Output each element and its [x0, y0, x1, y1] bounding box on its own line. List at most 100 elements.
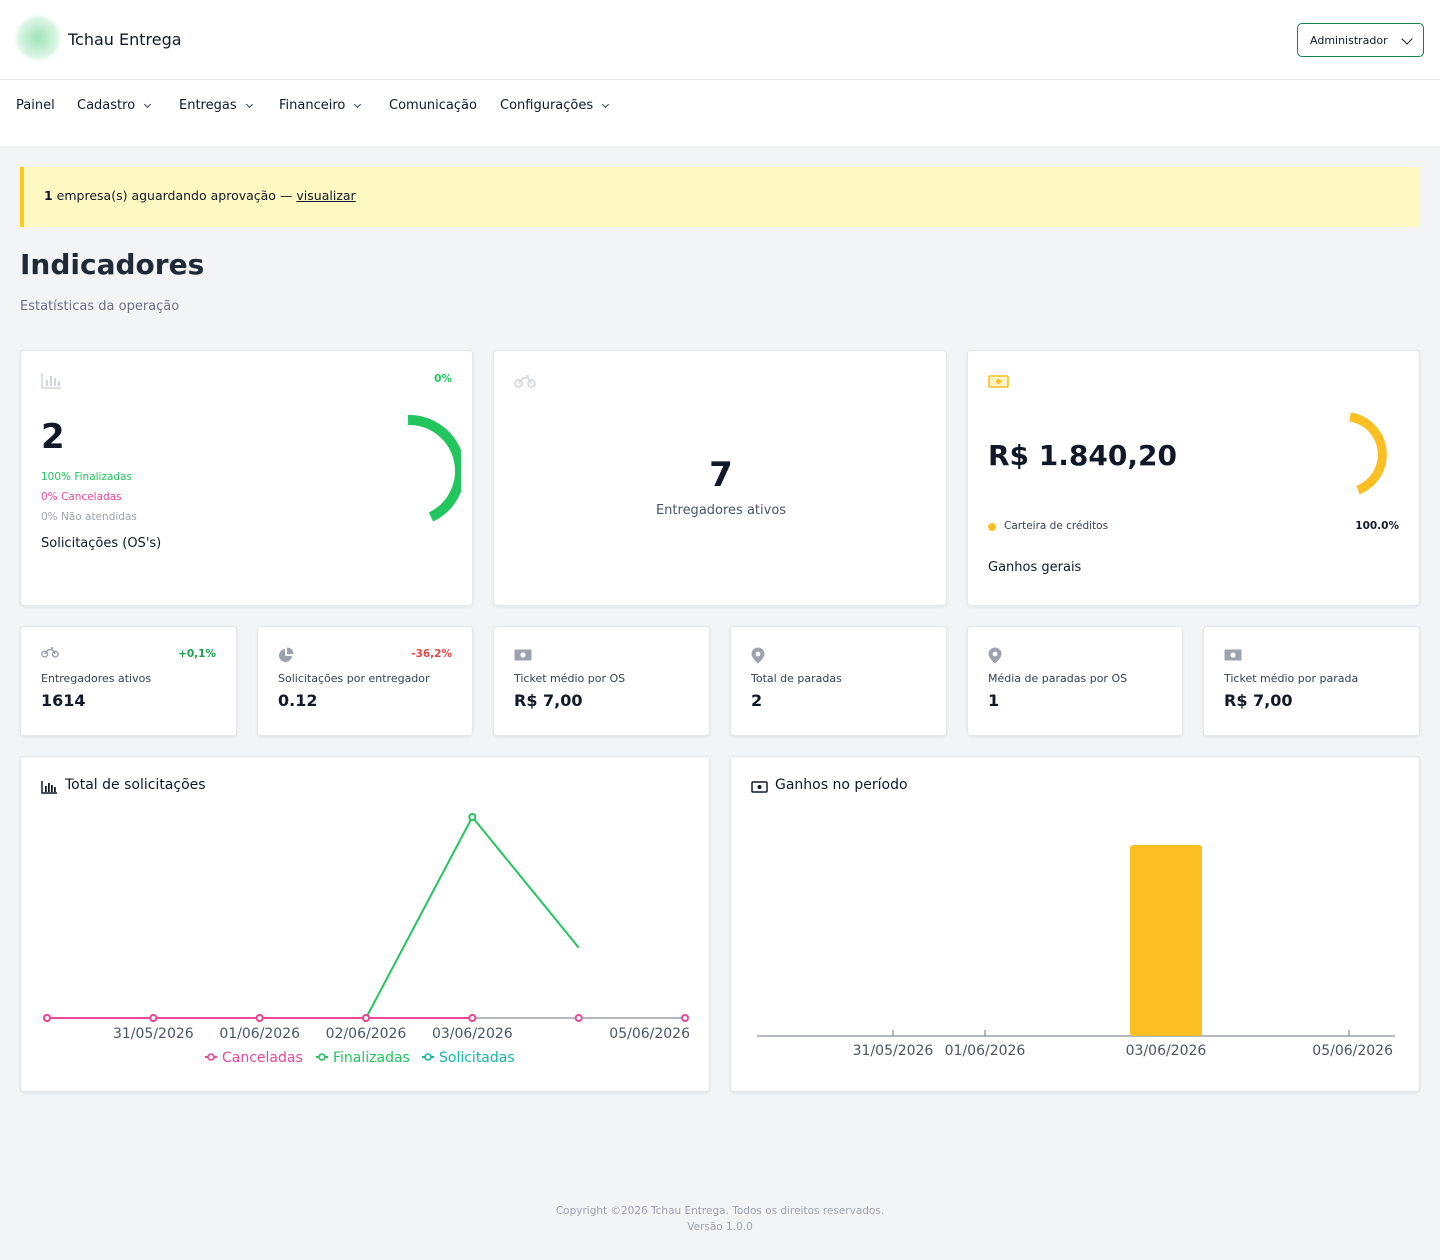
x-tick-label: 31/05/2026 — [853, 1043, 934, 1059]
requests-donut — [407, 414, 461, 522]
small-card-value: R$ 7,00 — [514, 691, 583, 710]
x-tick-label: 03/06/2026 — [1126, 1043, 1207, 1059]
earnings-legend-label: Carteira de créditos — [1004, 520, 1109, 532]
small-card-value: R$ 7,00 — [1224, 691, 1293, 710]
legend-marker — [207, 1053, 215, 1061]
nav-item-comunicacao[interactable]: Comunicação — [389, 98, 477, 113]
page-title: Indicadores — [20, 248, 205, 281]
chart-title: Ganhos no período — [775, 777, 908, 793]
legend-label: Solicitadas — [439, 1050, 515, 1066]
small-card-solicitacoes-por-entregador: -36,2% Solicitações por entregador 0.12 — [257, 626, 473, 736]
alert-message: empresa(s) aguardando aprovação — — [52, 188, 297, 203]
series-line-finalizadas — [47, 815, 580, 1019]
requests-finalizadas: 100% Finalizadas — [41, 471, 132, 483]
nav-label: Entregas — [179, 98, 237, 113]
x-tick-label: 05/06/2026 — [1312, 1043, 1393, 1059]
footer-copyright: Copyright ©2026 Tchau Entrega. Todos os … — [555, 1205, 885, 1217]
small-card-value: 2 — [751, 691, 763, 710]
couriers-value: 7 — [709, 455, 733, 495]
couriers-card: 7 Entregadores ativos — [493, 350, 947, 606]
small-card-label: Ticket médio por OS — [514, 672, 626, 685]
nav-item-cadastro[interactable]: Cadastro — [77, 98, 152, 113]
small-card-value: 1614 — [41, 691, 86, 710]
small-card-entregadores: +0,1% Entregadores ativos 1614 — [20, 626, 237, 736]
nav-item-financeiro[interactable]: Financeiro — [279, 98, 362, 113]
data-point — [255, 1014, 264, 1022]
pie-chart-icon — [279, 647, 294, 662]
cash-icon — [751, 781, 768, 793]
bar — [1130, 845, 1202, 1036]
data-point — [574, 1014, 583, 1022]
small-card-label: Média de paradas por OS — [988, 672, 1128, 685]
earnings-chart-card: Ganhos no período 31/05/2026 01/06/2026 03… — [730, 756, 1420, 1092]
small-card-media-paradas: Média de paradas por OS 1 — [967, 626, 1183, 736]
alert-count: 1 — [44, 188, 53, 203]
chevron-down-icon — [602, 100, 610, 108]
chevron-down-icon — [245, 100, 253, 108]
data-point — [149, 1014, 158, 1022]
small-card-value: 1 — [988, 691, 1000, 710]
earnings-card: R$ 1.840,20 Carteira de créditos 100.0% … — [967, 350, 1420, 606]
user-menu-button[interactable]: Administrador — [1297, 23, 1424, 57]
requests-nao-atendidas: 0% Não atendidas — [41, 511, 137, 523]
small-card-value: 0.12 — [278, 691, 318, 710]
x-tick-label: 01/06/2026 — [945, 1043, 1026, 1059]
small-card-label: Entregadores ativos — [41, 672, 152, 685]
footer-version: Versão 1.0.0 — [687, 1221, 753, 1233]
brand-logo[interactable] — [16, 16, 60, 60]
requests-card: 0% 2 100% Finalizadas 0% Canceladas 0% N… — [20, 350, 473, 606]
alert-text: 1 empresa(s) aguardando aprovação — visu… — [44, 188, 356, 203]
requests-value: 2 — [41, 417, 65, 457]
top-header: Tchau Entrega Administrador — [0, 0, 1440, 80]
data-point — [468, 813, 477, 821]
nav-item-configuracoes[interactable]: Configurações — [500, 98, 610, 113]
chevron-down-icon — [144, 100, 152, 108]
nav-item-painel[interactable]: Painel — [16, 98, 55, 113]
nav-label: Configurações — [500, 98, 594, 113]
alert-view-link[interactable]: visualizar — [296, 188, 356, 203]
small-card-ticket-medio-os: Ticket médio por OS R$ 7,00 — [493, 626, 710, 736]
x-tick-label: 05/06/2026 — [609, 1026, 690, 1042]
small-card-ticket-medio-parada: Ticket médio por parada R$ 7,00 — [1203, 626, 1420, 736]
data-point — [468, 1014, 477, 1022]
data-point — [362, 1014, 370, 1022]
cash-icon — [1224, 649, 1242, 661]
requests-delta: 0% — [434, 373, 452, 385]
map-pin-icon — [988, 647, 1002, 664]
bar-chart-icon — [41, 373, 61, 389]
pending-approval-alert: 1 empresa(s) aguardando aprovação — visu… — [20, 167, 1420, 227]
earnings-legend-percent: 100.0% — [1355, 520, 1399, 532]
earnings-donut — [1349, 412, 1387, 495]
chart-title: Total de solicitações — [65, 777, 206, 793]
earnings-label: Ganhos gerais — [988, 560, 1082, 575]
brand-name[interactable]: Tchau Entrega — [68, 30, 182, 49]
couriers-label: Entregadores ativos — [655, 503, 787, 518]
bar-chart-icon — [41, 781, 57, 794]
nav-label: Painel — [16, 98, 55, 113]
legend-label: Finalizadas — [333, 1050, 410, 1066]
x-tick-label: 03/06/2026 — [432, 1026, 513, 1042]
requests-label: Solicitações (OS's) — [41, 536, 162, 551]
legend-marker — [424, 1053, 432, 1061]
motorcycle-icon — [41, 647, 59, 658]
requests-chart-card: Total de solicitações 31/05/2026 01/06/20… — [20, 756, 710, 1092]
small-card-label: Solicitações por entregador — [278, 672, 430, 685]
small-card-total-paradas: Total de paradas 2 — [730, 626, 947, 736]
nav-label: Financeiro — [279, 98, 346, 113]
x-tick-label: 01/06/2026 — [219, 1026, 300, 1042]
chevron-down-icon — [354, 100, 362, 108]
nav-item-entregas[interactable]: Entregas — [179, 98, 253, 113]
data-point — [681, 1014, 689, 1022]
page-subtitle: Estatísticas da operação — [20, 299, 180, 314]
cash-icon — [514, 649, 532, 661]
legend-marker — [318, 1053, 326, 1061]
small-card-label: Total de paradas — [751, 672, 842, 685]
x-tick-label: 31/05/2026 — [113, 1026, 194, 1042]
nav-label: Comunicação — [389, 98, 477, 113]
small-card-label: Ticket médio por parada — [1224, 672, 1359, 685]
map-pin-icon — [751, 647, 765, 664]
legend-label: Canceladas — [222, 1050, 303, 1066]
earnings-value: R$ 1.840,20 — [988, 439, 1177, 472]
main-nav: Painel Cadastro Entregas Financeiro Comu… — [0, 80, 1440, 146]
requests-canceladas: 0% Canceladas — [41, 491, 122, 503]
